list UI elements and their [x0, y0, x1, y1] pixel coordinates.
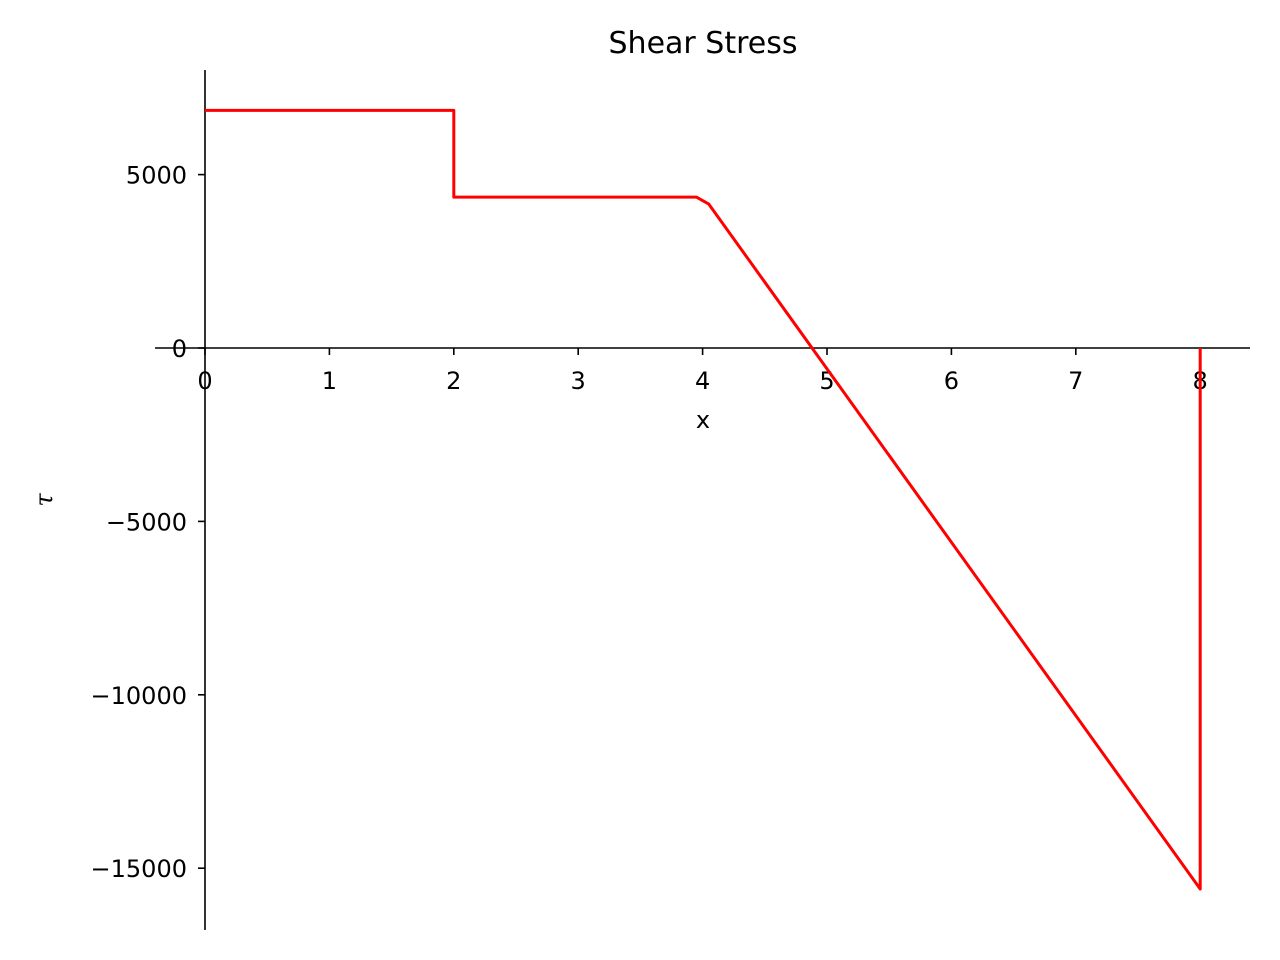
- y-tick-label: −5000: [106, 508, 187, 536]
- y-tick-label: −15000: [91, 855, 187, 883]
- x-tick-label: 3: [571, 367, 586, 395]
- x-tick-label: 1: [322, 367, 337, 395]
- chart-title: Shear Stress: [609, 26, 798, 61]
- x-tick-label: 6: [944, 367, 959, 395]
- x-tick-label: 2: [446, 367, 461, 395]
- series-line-0: [205, 108, 1202, 891]
- x-tick-label: 0: [197, 367, 212, 395]
- x-axis-label: x: [696, 406, 710, 434]
- x-tick-label: 4: [695, 367, 710, 395]
- y-axis-label: τ: [30, 493, 58, 507]
- y-tick-label: −10000: [91, 682, 187, 710]
- y-tick-label: 0: [172, 335, 187, 363]
- x-tick-label: 7: [1068, 367, 1083, 395]
- series-group: [205, 108, 1202, 891]
- y-tick-label: 5000: [126, 162, 187, 190]
